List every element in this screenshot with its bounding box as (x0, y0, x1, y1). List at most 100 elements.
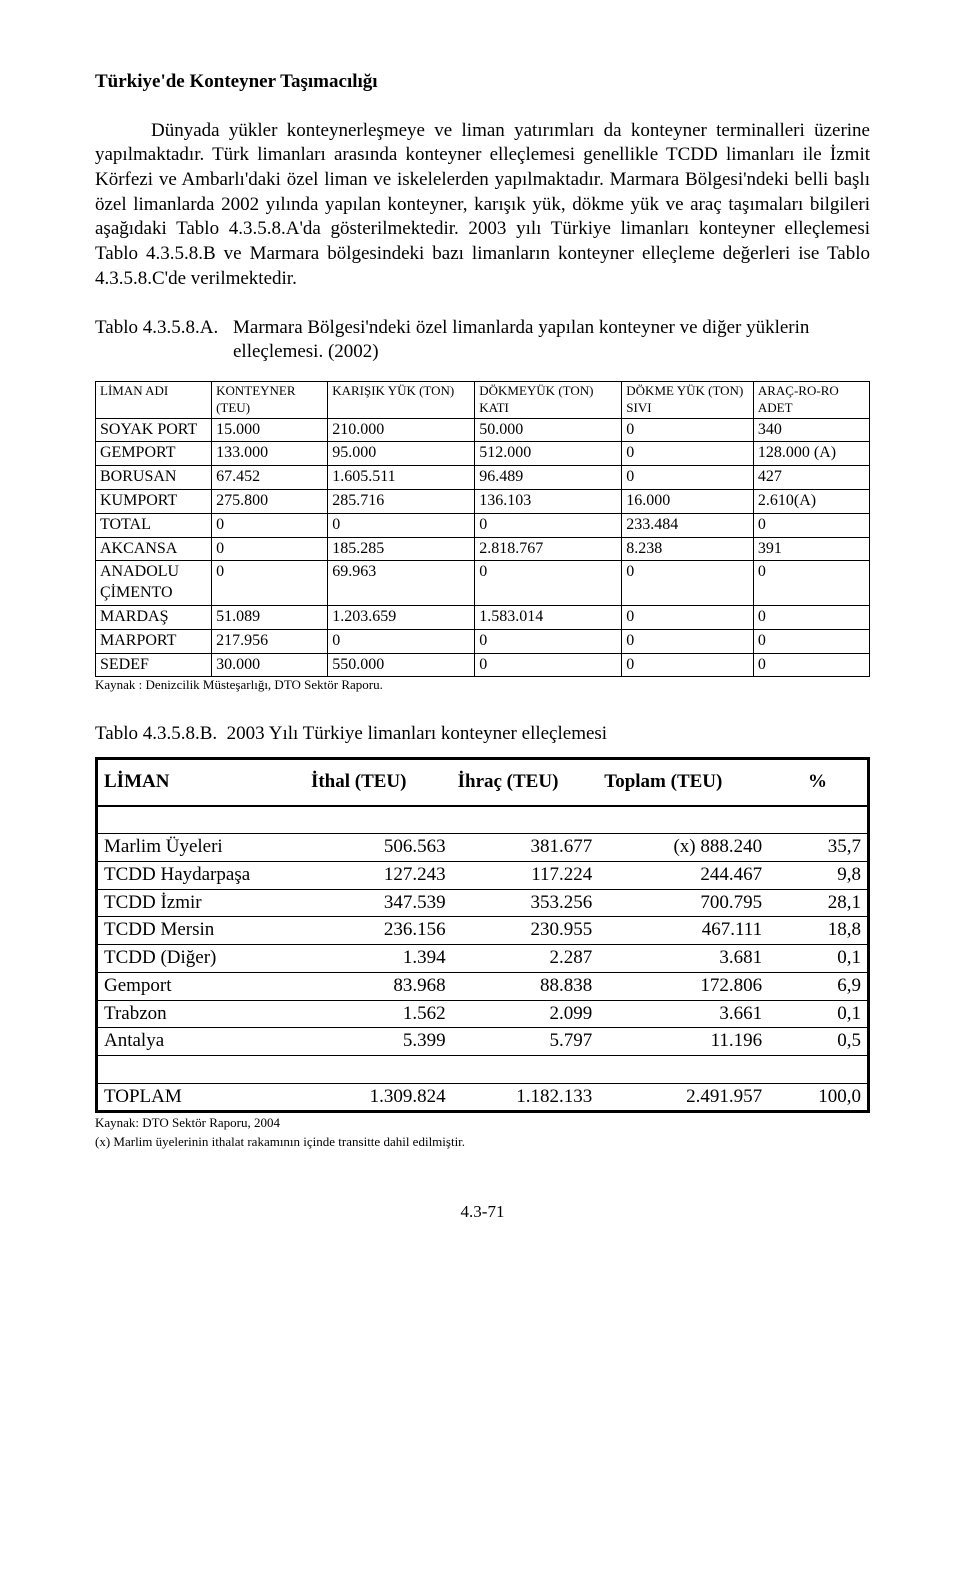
table-cell: 88.838 (452, 972, 599, 1000)
table-cell: 11.196 (598, 1028, 768, 1056)
table-cell: 285.716 (328, 490, 475, 514)
table-cell: 67.452 (212, 466, 328, 490)
table-cell: 1.562 (305, 1000, 452, 1028)
table-cell: 6,9 (768, 972, 868, 1000)
table-row: SOYAK PORT15.000210.00050.0000340 (96, 418, 870, 442)
table-cell: 2.491.957 (598, 1083, 768, 1112)
table-cell: 18,8 (768, 917, 868, 945)
table-cell: 100,0 (768, 1083, 868, 1112)
table-cell: 353.256 (452, 889, 599, 917)
table-cell: 217.956 (212, 629, 328, 653)
table-row: Antalya5.3995.79711.1960,5 (97, 1028, 869, 1056)
table-cell: SEDEF (96, 653, 212, 677)
table-a-header: LİMAN ADI (96, 381, 212, 418)
table-a-header: KONTEYNER (TEU) (212, 381, 328, 418)
table-cell: 233.484 (622, 513, 754, 537)
table-cell: 381.677 (452, 834, 599, 862)
table-cell: 95.000 (328, 442, 475, 466)
table-cell: GEMPORT (96, 442, 212, 466)
table-cell: 2.610(A) (753, 490, 869, 514)
table-cell: 185.285 (328, 537, 475, 561)
table-a-header: DÖKMEYÜK (TON) KATI (475, 381, 622, 418)
table-cell: 1.309.824 (305, 1083, 452, 1112)
table-cell: MARPORT (96, 629, 212, 653)
table-cell: 0 (753, 561, 869, 606)
table-cell: 340 (753, 418, 869, 442)
table-cell: TOPLAM (97, 1083, 305, 1112)
table-cell: 0 (212, 561, 328, 606)
table-b-header: LİMAN (97, 759, 305, 806)
table-cell: 50.000 (475, 418, 622, 442)
table-row: MARDAŞ51.0891.203.6591.583.01400 (96, 606, 870, 630)
table-row: Gemport83.96888.838172.8066,9 (97, 972, 869, 1000)
table-a-header-row: LİMAN ADI KONTEYNER (TEU) KARIŞIK YÜK (T… (96, 381, 870, 418)
table-cell: 0 (212, 537, 328, 561)
table-cell: 15.000 (212, 418, 328, 442)
table-b-header: İhraç (TEU) (452, 759, 599, 806)
table-row: KUMPORT275.800285.716136.10316.0002.610(… (96, 490, 870, 514)
table-b-header-row: LİMAN İthal (TEU) İhraç (TEU) Toplam (TE… (97, 759, 869, 806)
table-cell: 172.806 (598, 972, 768, 1000)
page-number: 4.3-71 (95, 1201, 870, 1223)
table-cell: 2.818.767 (475, 537, 622, 561)
table-b-footnote: (x) Marlim üyelerinin ithalat rakamının … (95, 1134, 870, 1151)
table-cell: 0 (622, 442, 754, 466)
table-row: MARPORT217.9560000 (96, 629, 870, 653)
table-cell: 2.099 (452, 1000, 599, 1028)
table-cell: 0 (475, 629, 622, 653)
table-cell: 0 (753, 513, 869, 537)
table-cell: 1.605.511 (328, 466, 475, 490)
table-cell: 427 (753, 466, 869, 490)
table-cell: 210.000 (328, 418, 475, 442)
table-a-caption: Tablo 4.3.5.8.A. Marmara Bölgesi'ndeki ö… (95, 316, 870, 365)
table-cell: 236.156 (305, 917, 452, 945)
table-cell: 0 (753, 629, 869, 653)
table-cell: 0 (328, 513, 475, 537)
table-cell: 0 (622, 466, 754, 490)
table-cell: (x) 888.240 (598, 834, 768, 862)
table-cell: 0 (212, 513, 328, 537)
table-cell: BORUSAN (96, 466, 212, 490)
table-cell: 550.000 (328, 653, 475, 677)
table-b-caption: Tablo 4.3.5.8.B. 2003 Yılı Türkiye liman… (95, 722, 870, 747)
table-cell: 0,5 (768, 1028, 868, 1056)
table-cell: Antalya (97, 1028, 305, 1056)
table-cell: TCDD Mersin (97, 917, 305, 945)
table-row: GEMPORT133.00095.000512.0000128.000 (A) (96, 442, 870, 466)
table-cell: TCDD Haydarpaşa (97, 862, 305, 890)
table-spacer (97, 806, 869, 834)
table-cell: 700.795 (598, 889, 768, 917)
table-cell: 1.394 (305, 945, 452, 973)
table-cell: 0 (753, 653, 869, 677)
table-cell: 5.797 (452, 1028, 599, 1056)
table-cell: 0 (328, 629, 475, 653)
table-cell: 16.000 (622, 490, 754, 514)
table-cell: 0 (475, 653, 622, 677)
table-cell: 0 (753, 606, 869, 630)
table-cell: 1.182.133 (452, 1083, 599, 1112)
table-row: TCDD Haydarpaşa127.243117.224244.4679,8 (97, 862, 869, 890)
table-a-source: Kaynak : Denizcilik Müsteşarlığı, DTO Se… (95, 677, 870, 694)
table-a-header: DÖKME YÜK (TON) SIVI (622, 381, 754, 418)
table-row: Marlim Üyeleri506.563381.677(x) 888.2403… (97, 834, 869, 862)
table-cell: 0 (622, 629, 754, 653)
table-a-title: Marmara Bölgesi'ndeki özel limanlarda ya… (233, 316, 870, 365)
table-b-source: Kaynak: DTO Sektör Raporu, 2004 (95, 1115, 870, 1132)
table-cell: TOTAL (96, 513, 212, 537)
table-cell: 0,1 (768, 945, 868, 973)
table-cell: 467.111 (598, 917, 768, 945)
table-b-header: % (768, 759, 868, 806)
table-cell: 69.963 (328, 561, 475, 606)
body-paragraph-1: Dünyada yükler konteynerleşmeye ve liman… (95, 119, 870, 292)
table-row: SEDEF30.000550.000000 (96, 653, 870, 677)
table-cell: 3.681 (598, 945, 768, 973)
table-cell: 96.489 (475, 466, 622, 490)
table-cell: SOYAK PORT (96, 418, 212, 442)
table-cell: 117.224 (452, 862, 599, 890)
table-cell: AKCANSA (96, 537, 212, 561)
table-cell: 133.000 (212, 442, 328, 466)
table-cell: 244.467 (598, 862, 768, 890)
table-cell: 9,8 (768, 862, 868, 890)
table-cell: 0 (622, 653, 754, 677)
table-cell: KUMPORT (96, 490, 212, 514)
